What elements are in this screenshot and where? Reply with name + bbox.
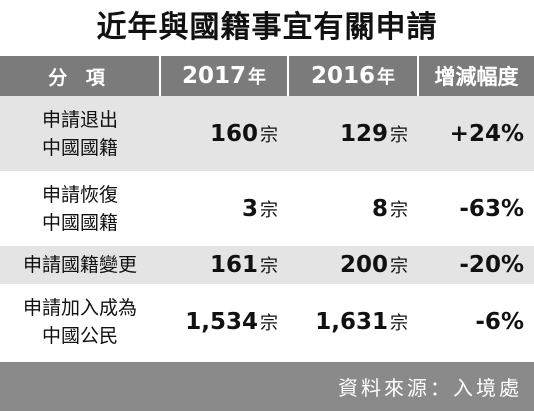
row: 申請加入成為 中國公民 1,534 宗 1,631 宗 -6%	[0, 284, 534, 359]
row: 申請退出 中國國籍 160 宗 129 宗 +24%	[0, 96, 534, 171]
item-line: 中國國籍	[41, 211, 118, 234]
unit: 宗	[260, 312, 278, 334]
title: 近年與國籍事宜有關申請	[96, 10, 438, 45]
table: 分 項 2017 年 2016 年增減幅度 申請退出 中國國籍 160 宗 129 宗 +24% 申請…	[0, 56, 534, 359]
unit: 宗	[260, 256, 278, 277]
item-cell: 申請加入成為 中國公民	[0, 284, 160, 359]
number: 8	[371, 195, 388, 222]
item-cell: 申請退出 中國國籍	[0, 96, 160, 171]
unit: 宗	[260, 199, 278, 221]
unit: 年	[248, 67, 266, 88]
unit: 宗	[390, 199, 408, 221]
item-line: 中國公民	[41, 324, 118, 347]
item-line: 申請退出	[41, 108, 118, 131]
row: 申請恢復 中國國籍 3 宗 8 宗 -63%	[0, 171, 534, 246]
column-header: 分 項	[48, 66, 111, 89]
item-cell: 申請國籍變更	[0, 246, 160, 284]
unit: 宗	[260, 124, 278, 146]
number: 2016	[310, 63, 375, 89]
unit: 宗	[390, 124, 408, 146]
unit: 宗	[390, 312, 408, 334]
count-2017: 1,534 宗	[160, 284, 288, 359]
unit: 宗	[390, 256, 408, 277]
item-line: 申請國籍變更	[22, 254, 137, 276]
number: 1,534	[185, 308, 258, 335]
count-2016: 129 宗	[288, 96, 418, 171]
count-2016: 1,631 宗	[288, 284, 418, 359]
row: 申請國籍變更 161 宗 200 宗 -20%	[0, 246, 534, 284]
change: +24%	[449, 120, 524, 147]
item-line: 申請加入成為	[22, 296, 137, 319]
number: 161	[209, 252, 258, 278]
number: 200	[339, 252, 388, 278]
column-header: 增減幅度	[417, 56, 534, 96]
table-body: 申請退出 中國國籍 160 宗 129 宗 +24% 申請恢復 中國國籍 3 宗 8 宗 -63% 申請國籍…	[0, 96, 534, 359]
number: 129	[339, 120, 388, 147]
number: 3	[241, 195, 258, 222]
item-line: 申請恢復	[41, 183, 118, 206]
number: 2017	[181, 63, 246, 89]
count-2016: 200 宗	[288, 246, 418, 284]
footer: 資料來源：入境處	[0, 362, 534, 411]
count-2017: 161 宗	[160, 246, 288, 284]
count-2017: 160 宗	[160, 96, 288, 171]
change: -20%	[459, 252, 524, 278]
header-row: 分 項 2017 年 2016 年增減幅度	[0, 56, 534, 96]
column-header: 2016 年	[287, 56, 418, 96]
change: -63%	[459, 195, 524, 222]
number: 160	[209, 120, 258, 147]
number: 1,631	[315, 308, 388, 335]
item-cell: 申請恢復 中國國籍	[0, 171, 160, 246]
column-header: 2017 年	[159, 56, 288, 96]
unit: 年	[377, 67, 395, 88]
change: -6%	[475, 308, 524, 335]
source: 資料來源：入境處	[338, 376, 522, 400]
item-line: 中國國籍	[41, 136, 118, 159]
